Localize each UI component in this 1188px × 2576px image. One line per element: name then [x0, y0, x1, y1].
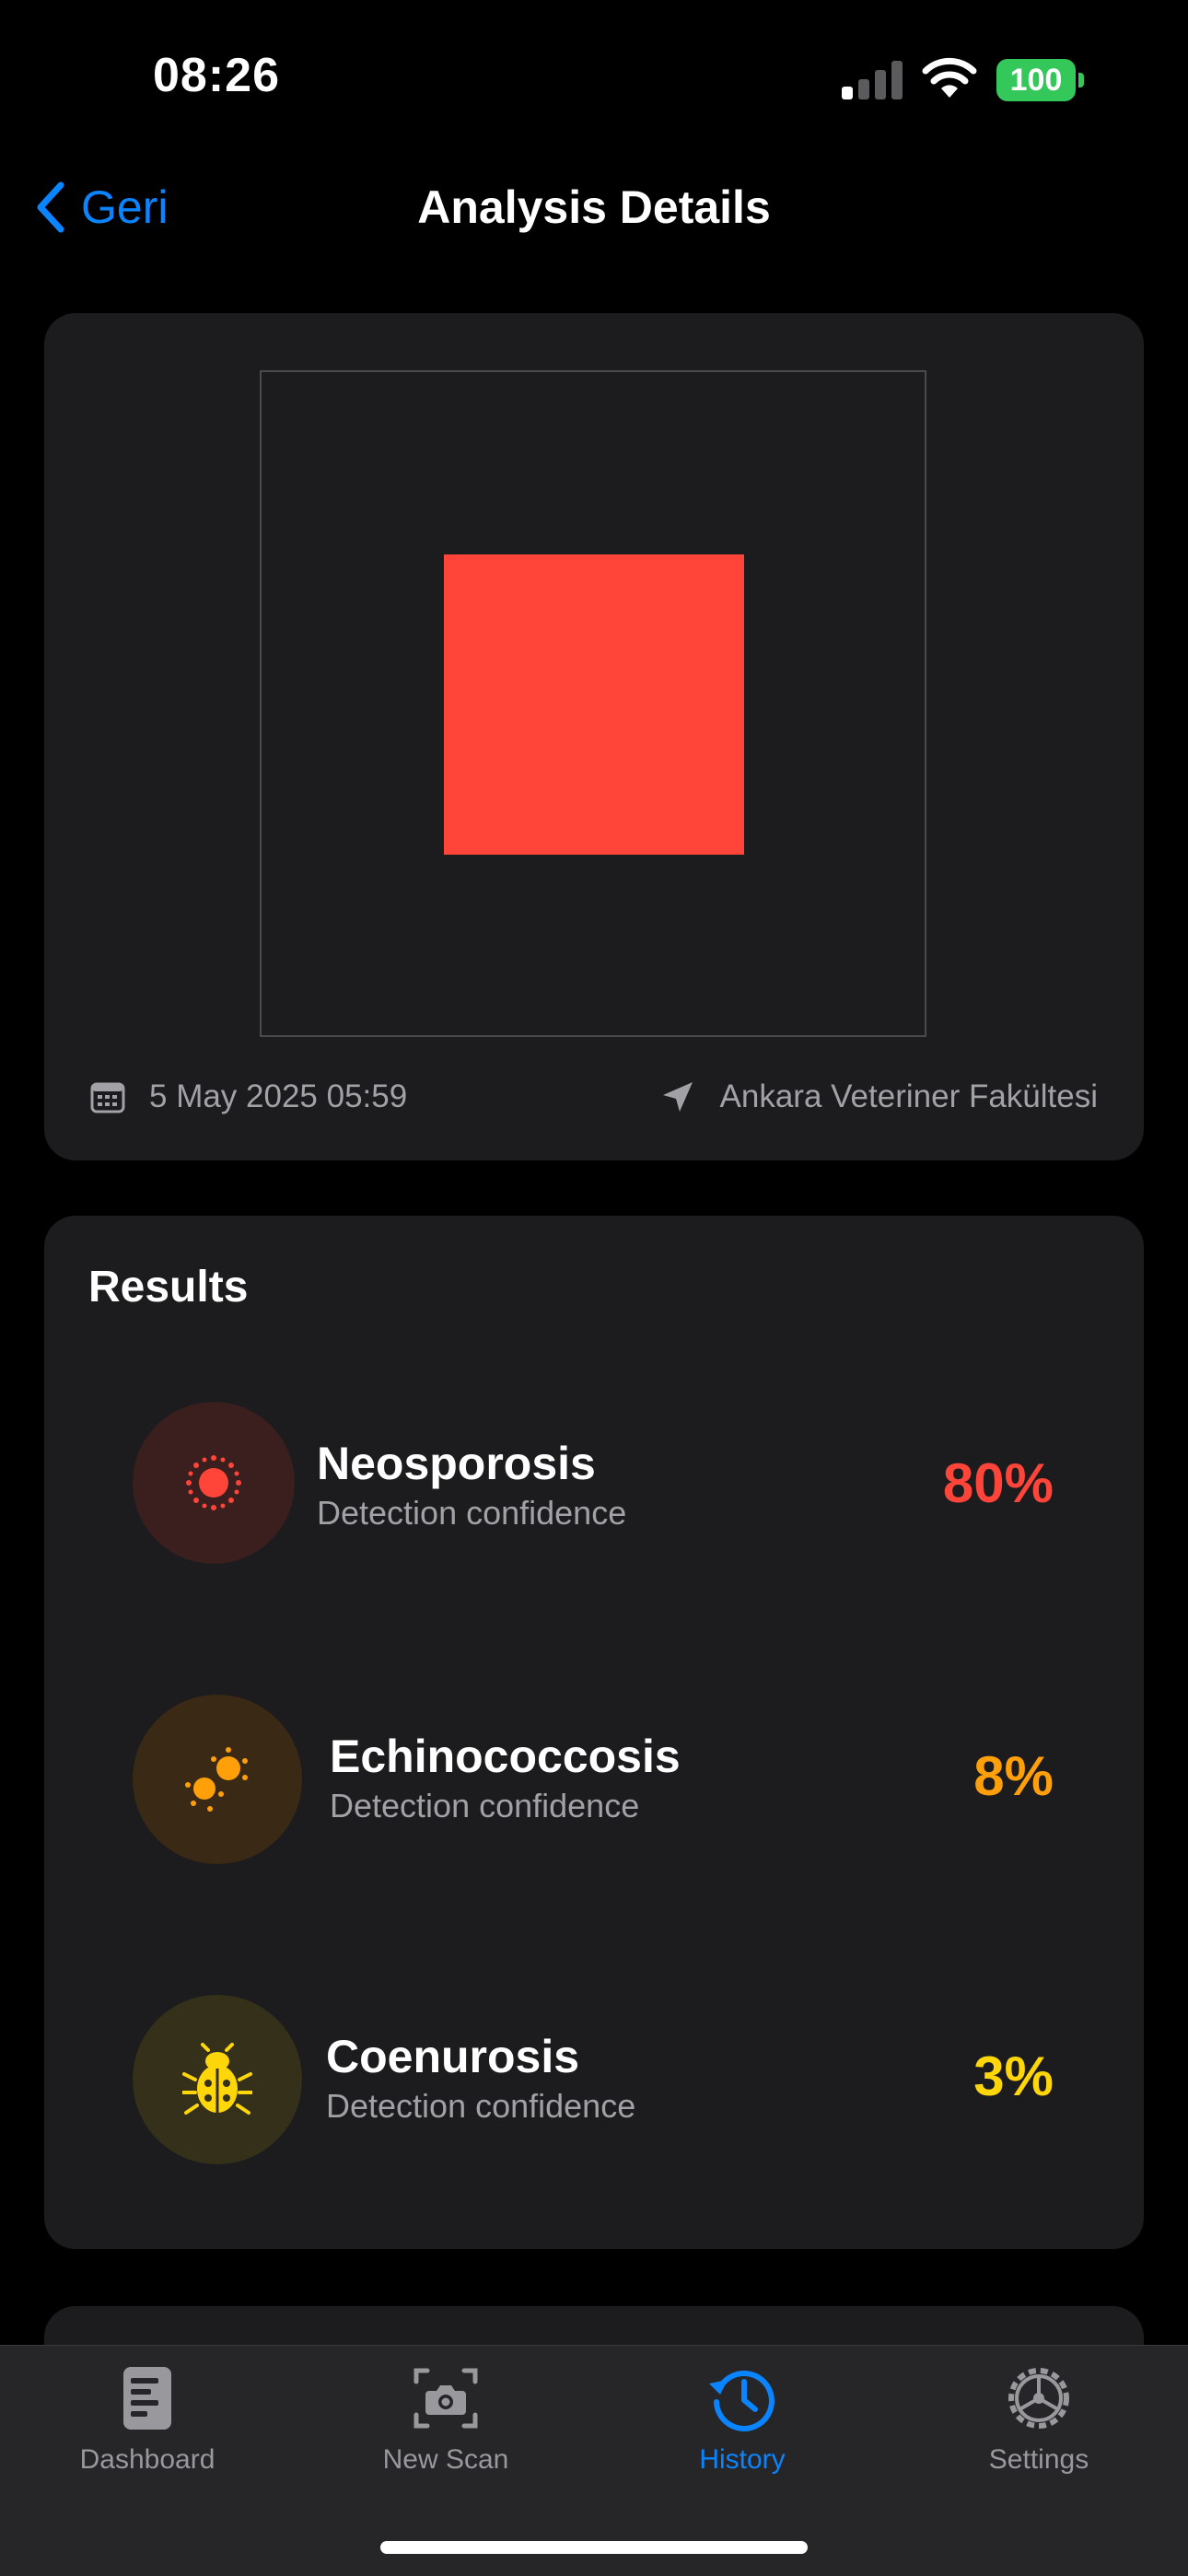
result-name: Neosporosis — [317, 1438, 596, 1489]
result-percent: 80% — [942, 1452, 1054, 1514]
tab-new-scan[interactable]: New Scan — [317, 2360, 575, 2476]
result-row-coenurosis[interactable]: Coenurosis Detection confidence 3% — [133, 1995, 1054, 2164]
wifi-icon — [922, 57, 977, 98]
image-placeholder-square — [444, 554, 744, 855]
result-percent: 8% — [973, 1745, 1054, 1807]
history-icon — [709, 2371, 775, 2431]
home-indicator[interactable] — [380, 2541, 808, 2554]
tab-label: New Scan — [382, 2444, 509, 2475]
back-label: Geri — [81, 181, 169, 233]
result-subtitle: Detection confidence — [317, 1494, 627, 1532]
back-button[interactable]: Geri — [33, 175, 168, 239]
result-subtitle: Detection confidence — [326, 2087, 636, 2125]
analysis-date: 5 May 2025 05:59 — [90, 1074, 407, 1120]
tab-settings[interactable]: Settings — [910, 2360, 1168, 2476]
page-title: Analysis Details — [417, 181, 771, 233]
result-row-echinococcosis[interactable]: Echinococcosis Detection confidence 8% — [133, 1695, 1054, 1864]
microbes-icon — [133, 1695, 302, 1864]
location-text: Ankara Veteriner Fakültesi — [719, 1078, 1098, 1114]
tab-label: History — [699, 2444, 786, 2475]
dashboard-icon — [123, 2367, 171, 2430]
gear-icon — [1008, 2368, 1069, 2429]
virus-icon — [133, 1402, 295, 1564]
date-text: 5 May 2025 05:59 — [149, 1078, 408, 1114]
location-arrow-icon — [662, 1082, 693, 1112]
tab-label: Settings — [988, 2444, 1089, 2475]
tab-history[interactable]: History — [613, 2360, 871, 2476]
ladybug-icon — [133, 1995, 302, 2164]
result-row-neosporosis[interactable]: Neosporosis Detection confidence 80% — [133, 1402, 1054, 1571]
battery-indicator: 100 — [996, 59, 1085, 101]
status-time: 08:26 — [153, 49, 280, 102]
result-name: Echinococcosis — [330, 1731, 681, 1782]
tab-label: Dashboard — [79, 2444, 215, 2475]
results-title: Results — [88, 1263, 249, 1311]
tab-bar — [0, 2345, 1188, 2576]
battery-level: 100 — [996, 59, 1076, 101]
result-subtitle: Detection confidence — [330, 1787, 640, 1824]
cellular-signal-icon — [842, 61, 904, 99]
calendar-icon — [90, 1082, 125, 1113]
result-name: Coenurosis — [326, 2031, 580, 2082]
chevron-left-icon — [37, 181, 64, 233]
analysis-location: Ankara Veteriner Fakültesi — [659, 1074, 1098, 1120]
camera-icon — [413, 2368, 478, 2429]
tab-dashboard[interactable]: Dashboard — [18, 2360, 276, 2476]
result-percent: 3% — [973, 2046, 1054, 2107]
